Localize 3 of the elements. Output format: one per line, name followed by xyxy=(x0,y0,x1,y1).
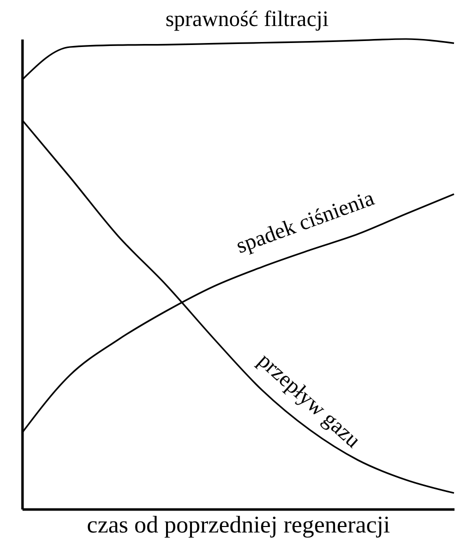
text: spadek ciśnienia xyxy=(232,184,378,258)
x-axis-title: czas od poprzedniej regeneracji xyxy=(86,512,390,538)
series-label: sprawność filtracji xyxy=(165,6,329,31)
